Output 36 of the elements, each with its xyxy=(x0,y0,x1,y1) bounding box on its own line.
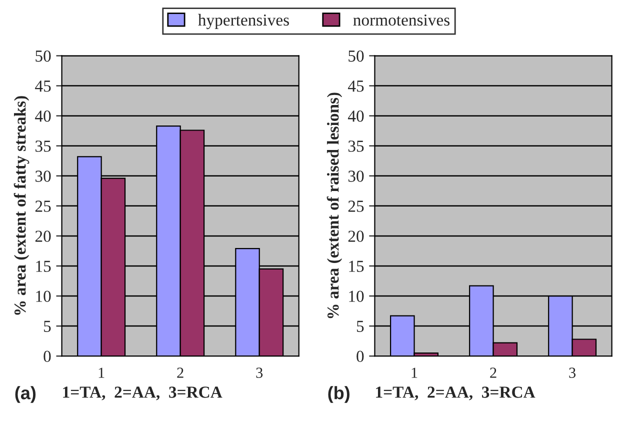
x-tick-label: 1 xyxy=(412,368,418,378)
x-tick-label: 3 xyxy=(256,368,263,378)
y-tick-label: 10 xyxy=(349,290,364,302)
y-tick-label: 0 xyxy=(44,350,51,362)
y-tick-label: 30 xyxy=(36,170,51,182)
y-axis-title: % area (extent of raised lesions) xyxy=(326,92,342,318)
y-tick-label: 30 xyxy=(348,170,364,182)
x-tick-label: 2 xyxy=(490,368,496,378)
y-tick-label: 5 xyxy=(356,320,364,332)
y-tick-label: 0 xyxy=(356,350,364,362)
y-axis-title: % area (extent of fatty streaks) xyxy=(14,96,30,315)
y-tick-label: 5 xyxy=(44,320,51,332)
legend-label: normotensives xyxy=(353,14,450,26)
x-axis-title: 1=TA, 2=AA, 3=RCA xyxy=(63,386,222,400)
y-tick-label: 40 xyxy=(35,110,51,122)
y-tick-label: 25 xyxy=(348,200,364,212)
y-tick-label: 50 xyxy=(36,50,51,62)
legend-label: hypertensives xyxy=(198,14,289,30)
y-tick-label: 45 xyxy=(348,80,364,92)
x-tick-label: 3 xyxy=(569,368,576,378)
x-tick-label: 2 xyxy=(177,368,184,378)
y-tick-label: 15 xyxy=(349,260,364,272)
y-tick-label: 20 xyxy=(348,230,364,242)
y-tick-label: 20 xyxy=(35,230,51,242)
y-tick-label: 45 xyxy=(35,80,51,92)
y-tick-label: 10 xyxy=(36,290,51,302)
x-tick-label: 1 xyxy=(98,368,104,378)
text: (b) xyxy=(328,386,350,403)
y-tick-label: 40 xyxy=(348,110,364,122)
text: (a) xyxy=(15,386,36,403)
y-tick-label: 15 xyxy=(36,260,51,272)
y-tick-label: 35 xyxy=(36,140,51,152)
x-axis-title: 1=TA, 2=AA, 3=RCA xyxy=(376,386,536,400)
y-tick-label: 35 xyxy=(348,140,364,152)
y-tick-label: 25 xyxy=(35,200,51,212)
y-tick-label: 50 xyxy=(348,50,364,62)
